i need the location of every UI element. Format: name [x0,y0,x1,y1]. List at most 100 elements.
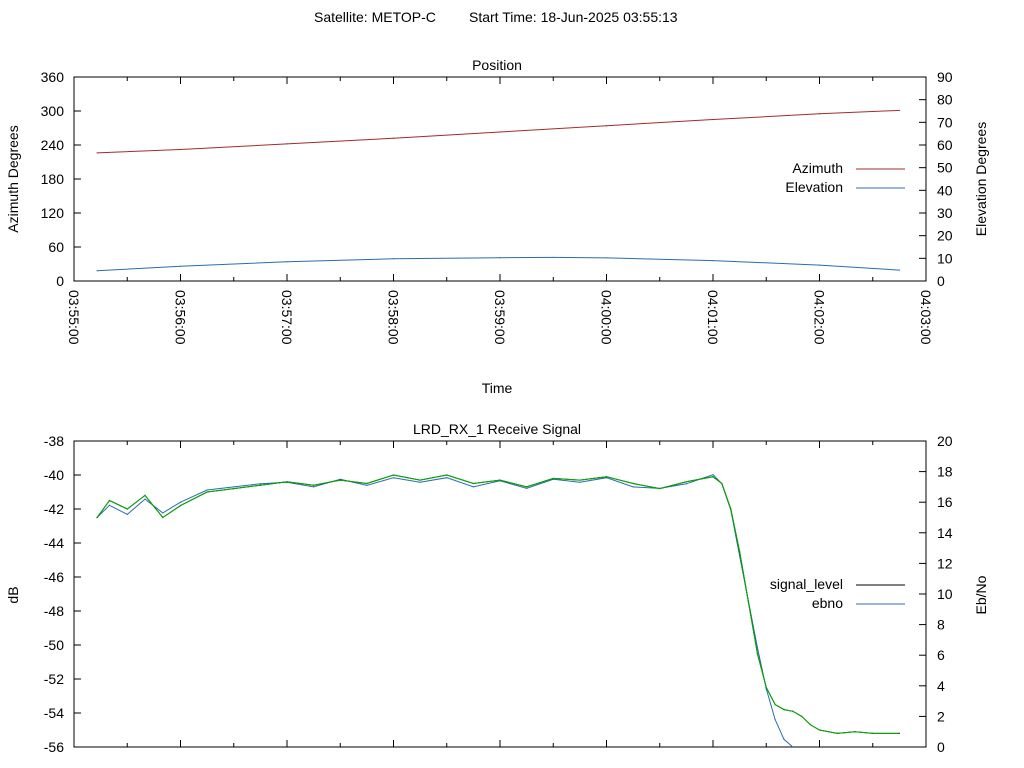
azimuth-point [712,118,714,121]
ebno-axis: 0 2 4 6 8 10 12 14 16 18 20 [919,433,953,755]
ebno-point [685,483,687,485]
time-tick-label: 04:00:00 [599,290,615,345]
ebno-point [108,504,111,506]
db-tick-label: -44 [44,535,64,551]
db-tick-label: -54 [44,705,64,721]
ebno-line [96,474,794,748]
ebno-axis-label: Eb/No [973,575,989,614]
elevation-tick-label: 60 [937,137,953,153]
ebno-tick-label: 2 [937,708,945,724]
elevation-tick-label: 30 [937,205,953,221]
ebno-point [179,501,182,503]
ebno-point [366,484,368,486]
position-chart-title: Position [472,57,522,73]
elevation-axis: 0 10 20 30 40 50 60 70 80 90 [919,69,953,289]
elevation-point [712,260,714,262]
legend-label-signal-level: signal_level [770,576,843,592]
ebno-point [233,486,235,488]
elevation-tick-label: 90 [937,69,953,85]
time-tick-label: 04:02:00 [812,290,828,345]
ebno-point [526,487,528,490]
db-tick-label: -46 [44,569,64,585]
ebno-point [605,477,608,479]
azimuth-point [898,109,900,112]
receive-signal-chart-title: LRD_RX_1 Receive Signal [413,421,581,437]
azimuth-axis-label: Azimuth Degrees [5,125,21,232]
azimuth-tick-label: 240 [41,137,65,153]
db-tick-label: -38 [44,433,64,449]
time-tick-label: 03:55:00 [66,290,82,345]
ebno-point [472,486,474,488]
ebno-point [632,486,634,488]
elevation-point [499,257,501,259]
elevation-tick-label: 80 [937,92,953,108]
azimuth-tick-label: 60 [48,239,64,255]
time-axis: 03:55:00 03:56:00 03:57:00 03:58:00 03:59:00… [66,77,934,345]
db-tick-label: -52 [44,671,64,687]
time-tick-label: 03:57:00 [279,290,295,345]
azimuth-line [97,109,900,154]
ebno-point [259,483,261,485]
ebno-point [144,498,146,500]
ebno-point [579,481,581,483]
db-tick-label: -56 [44,739,64,755]
signal-time-axis [73,441,927,747]
db-axis: -56 -54 -52 -50 -48 -46 -44 -42 -40 -38 [44,433,81,755]
db-tick-label: -42 [44,501,64,517]
position-legend: Azimuth Elevation [785,160,905,195]
elevation-point [552,256,554,259]
elevation-point [392,258,395,260]
ebno-tick-label: 20 [937,433,953,449]
legend-label-elevation: Elevation [785,179,843,195]
azimuth-point [499,131,501,133]
elevation-point [898,269,900,271]
ebno-point [774,718,776,721]
time-tick-label: 03:56:00 [173,290,189,345]
elevation-tick-label: 50 [937,160,953,176]
elevation-tick-label: 10 [937,250,953,266]
azimuth-tick-label: 120 [41,205,65,221]
ebno-tick-label: 4 [937,678,945,694]
signal-plot-frame [73,440,927,748]
elevation-tick-label: 20 [937,228,953,244]
db-axis-label: dB [5,586,21,603]
position-series [96,109,900,272]
ebno-tick-label: 10 [937,586,953,602]
ebno-point [783,738,785,740]
legend-label-azimuth: Azimuth [792,160,843,176]
azimuth-point [96,152,98,154]
azimuth-point [392,137,395,139]
signal-level-overlay-line [96,474,900,734]
elevation-point [818,264,821,266]
elevation-tick-label: 40 [937,182,953,198]
ebno-tick-label: 14 [937,525,953,541]
ebno-tick-label: 8 [937,617,945,633]
db-tick-label: -50 [44,637,64,653]
azimuth-point [286,143,288,145]
ebno-tick-label: 16 [937,494,953,510]
ebno-tick-label: 0 [937,739,945,755]
signal-legend: signal_level ebno [770,576,905,611]
ebno-tick-label: 6 [937,647,945,663]
ebno-point [162,512,164,514]
ebno-point [419,481,421,483]
receive-signal-chart: LRD_RX_1 Receive Signal -56-54-52-50-48-… [5,421,989,755]
signal-level-line [96,474,900,734]
azimuth-point [179,148,182,151]
azimuth-point [818,113,821,115]
ebno-point [313,486,315,488]
azimuth-axis: 0 60 120 180 240 300 360 [41,69,81,289]
time-tick-label: 04:01:00 [705,290,721,345]
elevation-tick-label: 0 [937,273,945,289]
db-tick-label: -48 [44,603,64,619]
ebno-point [126,513,128,516]
signal-series [96,474,900,748]
time-tick-label: 03:59:00 [492,290,508,345]
elevation-line [97,256,900,272]
ebno-point [339,478,341,480]
db-tick-label: -40 [44,467,64,483]
elevation-point [179,265,182,267]
azimuth-point [605,125,608,127]
ebno-tick-label: 12 [937,555,953,571]
